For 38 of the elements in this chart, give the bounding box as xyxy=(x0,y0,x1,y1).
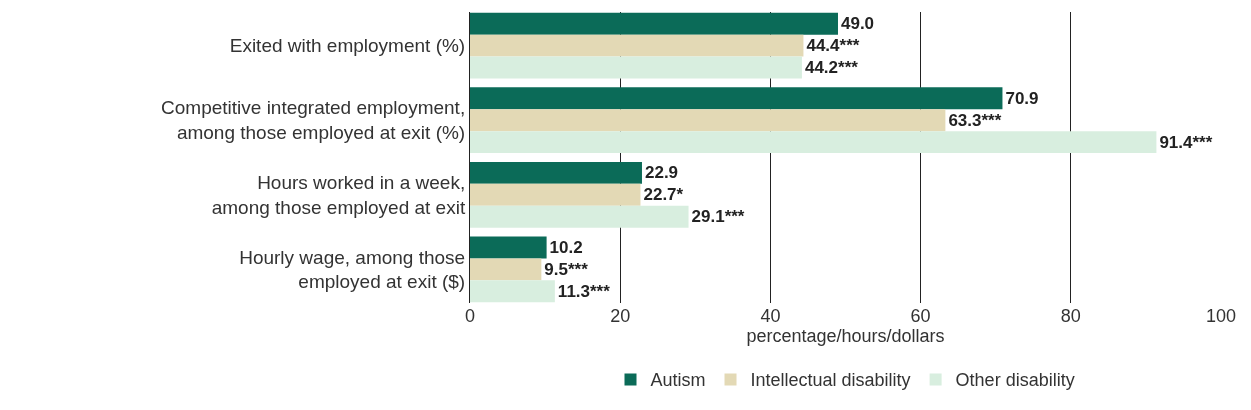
bar xyxy=(470,87,1003,110)
data-label: 44.4*** xyxy=(806,36,860,56)
data-label: 22.9 xyxy=(644,163,679,183)
data-label: 49.0 xyxy=(840,14,875,34)
bar xyxy=(470,131,1157,154)
x-tick-label: 100 xyxy=(1205,306,1237,326)
x-tick-label: 40 xyxy=(760,306,781,326)
data-label: 91.4*** xyxy=(1159,132,1213,152)
bar xyxy=(470,183,641,206)
y-tick-label: Hours worked in a week, among those employed at exit xyxy=(211,172,466,218)
data-label: 63.3*** xyxy=(948,110,1002,130)
bar xyxy=(470,56,802,79)
x-tick-label: 0 xyxy=(464,306,476,326)
x-axis-title: percentage/hours/dollars xyxy=(746,326,945,347)
y-tick-label: Exited with employment (%) xyxy=(229,35,466,57)
data-label: 22.7* xyxy=(643,185,684,205)
legend-label: Autism xyxy=(650,370,706,391)
bar xyxy=(470,109,946,132)
bar xyxy=(470,280,555,303)
y-tick-label: Competitive integrated employment, among those employed at exit (%) xyxy=(161,97,466,144)
bar xyxy=(470,12,838,35)
x-tick-label: 60 xyxy=(910,306,931,326)
bar xyxy=(470,161,642,184)
data-label: 9.5*** xyxy=(544,259,589,279)
data-label: 29.1*** xyxy=(691,207,745,227)
data-label: 44.2*** xyxy=(804,57,859,77)
data-label: 11.3*** xyxy=(557,281,611,301)
data-label: 10.2 xyxy=(549,238,583,258)
legend-label: Other disability xyxy=(955,370,1075,391)
x-tick-label: 80 xyxy=(1060,306,1081,326)
bar xyxy=(470,205,689,228)
y-tick-label: Hourly wage, among those employed at exit ($) xyxy=(239,246,466,293)
x-tick-label: 20 xyxy=(610,306,631,326)
bar xyxy=(470,34,804,57)
bar xyxy=(470,258,542,281)
bar xyxy=(470,236,547,259)
data-label: 70.9 xyxy=(1005,88,1039,108)
legend-label: Intellectual disability xyxy=(750,370,911,391)
